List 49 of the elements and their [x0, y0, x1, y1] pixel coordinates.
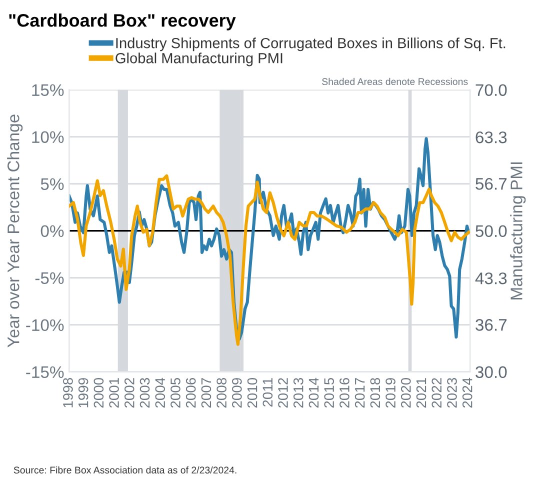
x-tick-label: 2022	[432, 378, 442, 408]
x-tick-label: 2004	[155, 378, 166, 408]
y2-tick-label: 36.7	[476, 319, 507, 331]
y2-tick-label: 56.7	[476, 178, 507, 190]
y-axis-title: Year over Year Percent Change	[7, 114, 23, 348]
legend-label: Industry Shipments of Corrugated Boxes in Billions of Sq. Ft.	[116, 38, 506, 52]
source-note: Source: Fibre Box Association data as of 2/23/2024.	[14, 466, 236, 474]
x-tick-label: 2007	[201, 378, 212, 408]
x-tick-label: 2012	[278, 378, 288, 408]
x-tick-label: 2021	[416, 378, 426, 408]
text: Shaded Areas denote Recessions	[322, 78, 468, 86]
y-tick-label: -10%	[26, 319, 64, 332]
y-tick-label: -15%	[26, 366, 64, 378]
x-tick-label: 2001	[109, 378, 119, 408]
y-tick-label: 0%	[40, 225, 64, 238]
x-tick-label: 1998	[63, 378, 73, 408]
x-tick-label: 2019	[386, 378, 396, 408]
x-tick-label: 2017	[354, 378, 365, 408]
y-tick-label: -5%	[35, 272, 64, 284]
x-tick-label: 2024	[462, 378, 472, 408]
x-tick-label: 2011	[262, 378, 273, 407]
y2-axis-title: Manufacturing PMI	[510, 162, 526, 300]
x-tick-label: 2018	[370, 378, 380, 408]
line-series	[69, 174, 470, 346]
y-tick-label: 15%	[32, 84, 64, 96]
x-tick-label: 2015	[324, 378, 334, 408]
x-tick-label: 2003	[140, 378, 150, 408]
y2-tick-label: 63.3	[476, 131, 507, 144]
x-tick-label: 2010	[247, 378, 258, 408]
y-tick-label: 5%	[40, 178, 64, 190]
x-tick-label: 2016	[340, 378, 350, 408]
legend-label: Global Manufacturing PMI	[116, 52, 282, 66]
x-tick-label: 2008	[216, 378, 226, 408]
x-tick-label: 2009	[232, 378, 242, 408]
chart-title: "Cardboard Box" recovery	[9, 14, 236, 30]
y-tick-label: 10%	[32, 131, 64, 144]
x-tick-label: 2020	[400, 378, 411, 408]
y2-tick-label: 30.0	[476, 366, 507, 378]
x-tick-label: 2013	[293, 378, 304, 408]
y2-tick-label: 50.0	[476, 225, 507, 238]
x-tick-label: 2000	[94, 378, 104, 408]
y2-tick-label: 70.0	[476, 84, 507, 96]
x-tick-label: 2023	[447, 378, 457, 408]
y2-tick-label: 43.3	[475, 272, 507, 284]
x-tick-label: 2002	[124, 378, 134, 408]
x-tick-label: 1999	[78, 378, 88, 408]
x-tick-label: 2006	[186, 378, 196, 408]
x-tick-label: 2014	[308, 378, 319, 408]
x-tick-label: 2005	[170, 378, 180, 408]
